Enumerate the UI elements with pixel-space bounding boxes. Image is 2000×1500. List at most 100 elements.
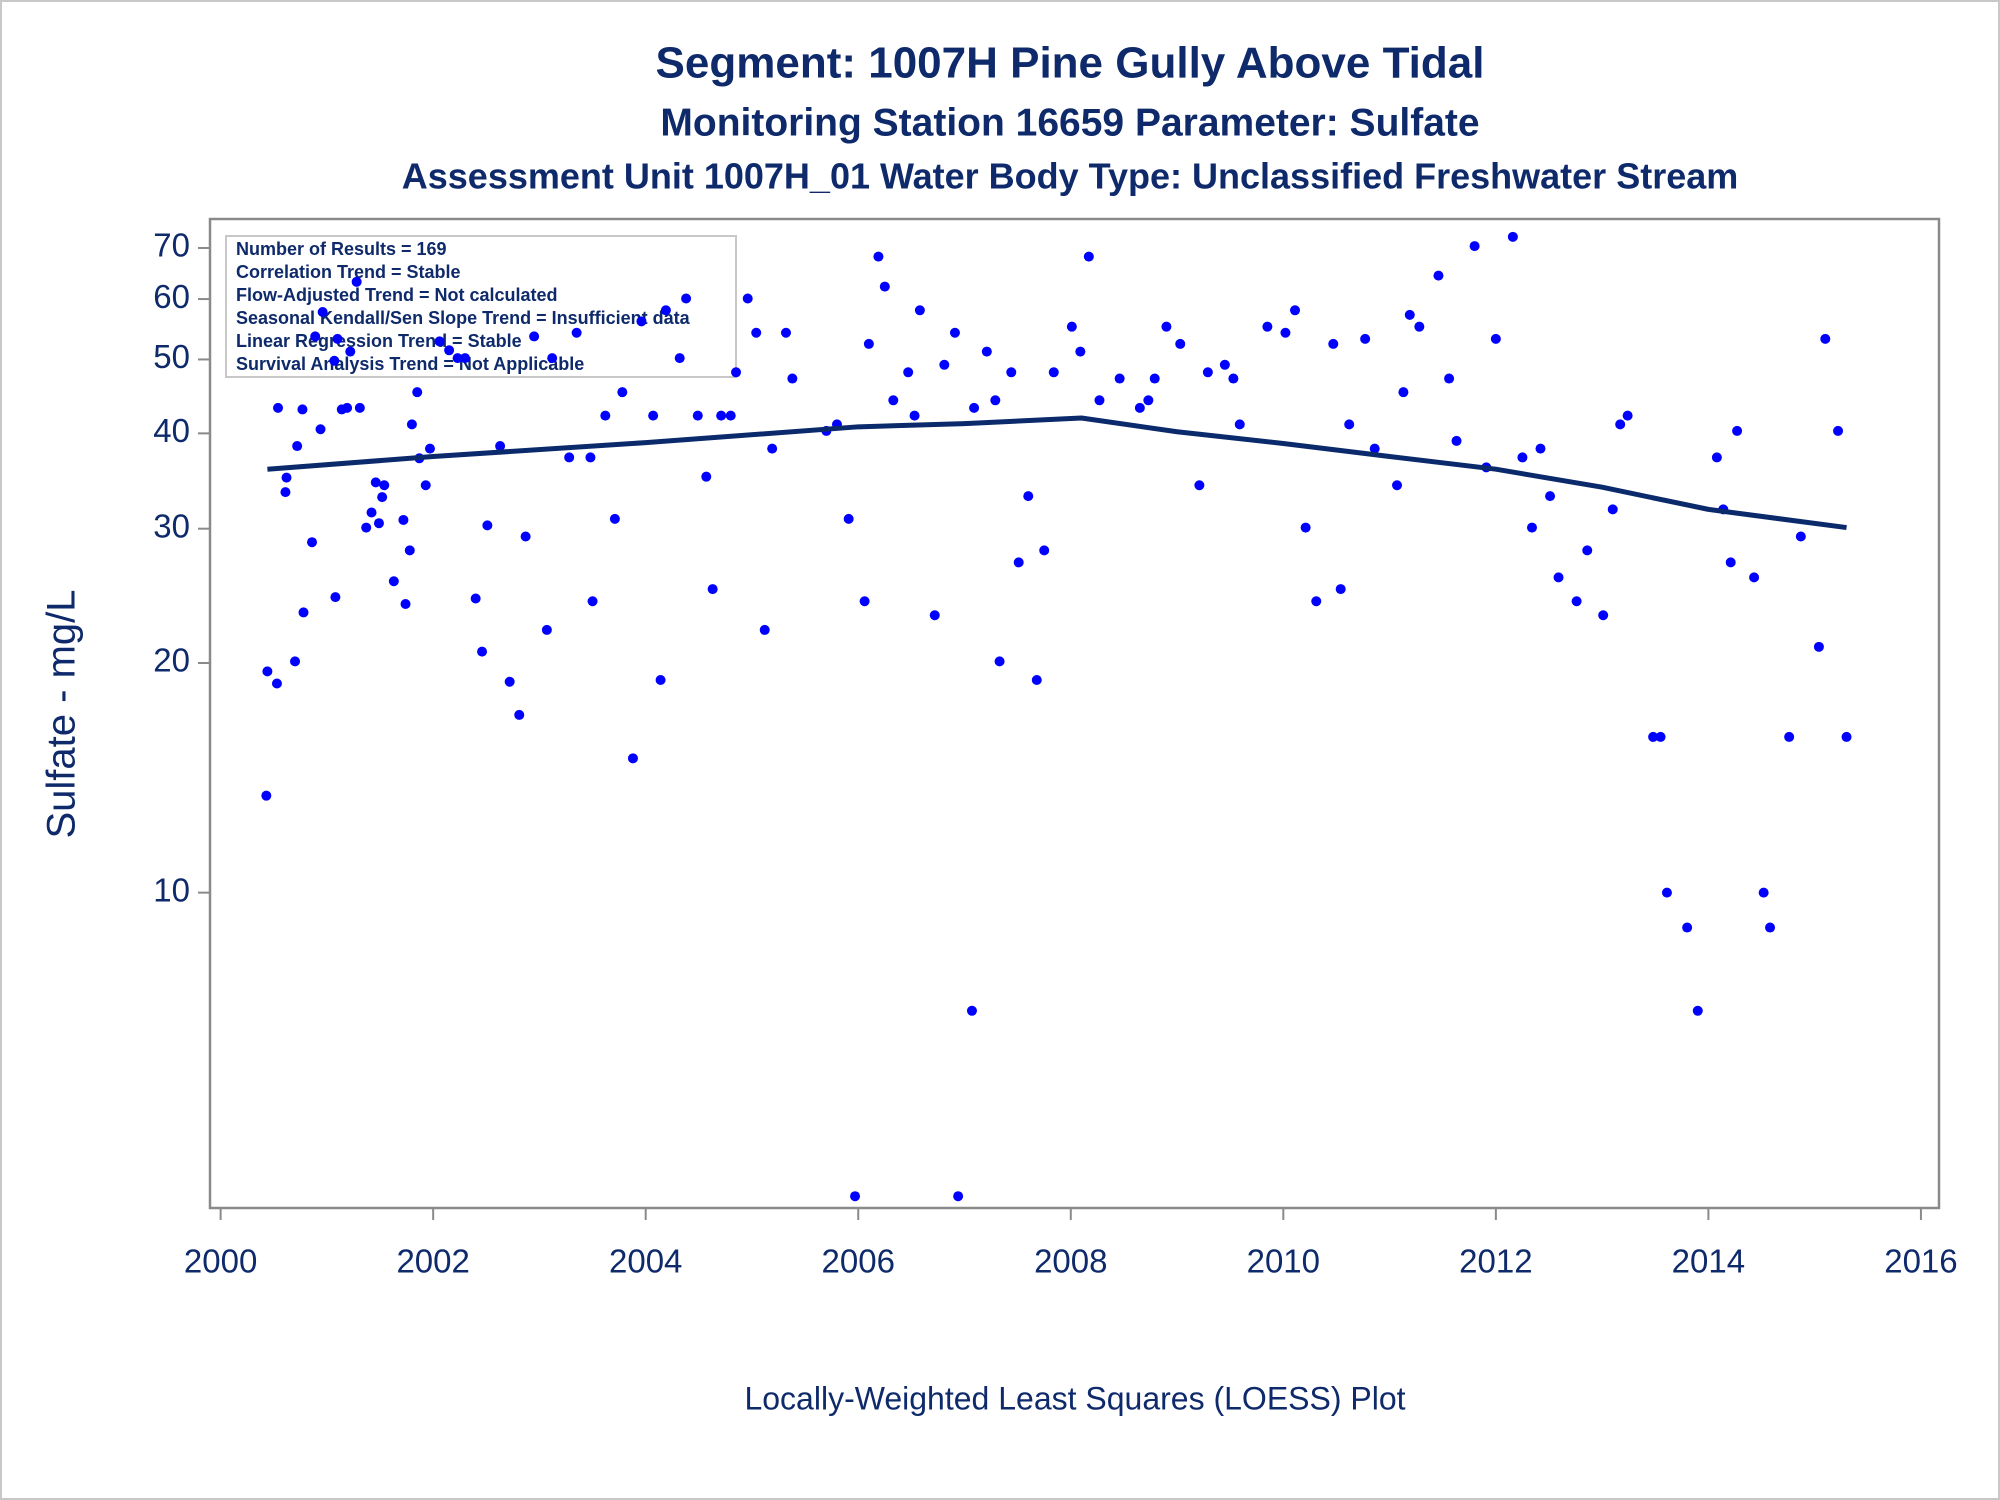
data-point <box>298 607 309 618</box>
data-point <box>271 678 282 689</box>
data-point <box>1398 387 1409 398</box>
data-point <box>452 353 463 364</box>
data-point <box>1344 419 1355 430</box>
data-point <box>1039 545 1050 556</box>
data-point <box>1360 333 1371 344</box>
data-point <box>1661 887 1672 898</box>
y-tick-label: 70 <box>153 227 190 264</box>
data-point <box>370 477 381 488</box>
data-point <box>1066 321 1077 332</box>
data-point <box>1335 584 1346 595</box>
data-point <box>660 305 671 316</box>
data-point <box>981 346 992 357</box>
data-point <box>1507 231 1518 242</box>
info-text: Seasonal Kendall/Sen Slope Trend = Insuf… <box>236 308 691 328</box>
data-point <box>495 441 506 452</box>
chart-title: Segment: 1007H Pine Gully Above Tidal <box>656 39 1485 88</box>
plot-frame <box>208 217 1941 1210</box>
data-point <box>1013 557 1024 568</box>
data-point <box>1758 887 1769 898</box>
data-point <box>1469 241 1480 252</box>
data-point <box>1711 452 1722 463</box>
data-point <box>787 373 798 384</box>
data-point <box>404 545 415 556</box>
data-point <box>1094 395 1105 406</box>
x-axis-label: Locally-Weighted Least Squares (LOESS) P… <box>744 1380 1405 1416</box>
info-text: Correlation Trend = Stable <box>236 262 461 282</box>
data-point <box>398 514 409 525</box>
data-point <box>379 480 390 491</box>
data-point <box>1444 373 1455 384</box>
data-point <box>273 402 284 413</box>
info-text: Flow-Adjusted Trend = Not calculated <box>236 285 558 305</box>
data-point <box>541 624 552 635</box>
data-point <box>345 346 356 357</box>
data-point <box>1075 346 1086 357</box>
data-point <box>1404 309 1415 320</box>
y-axis-label: Sulfate - mg/L <box>40 589 84 838</box>
data-point <box>1841 731 1852 742</box>
data-point <box>888 395 899 406</box>
y-tick-label: 30 <box>153 507 190 544</box>
data-point <box>949 327 960 338</box>
info-box <box>225 235 737 378</box>
data-point <box>914 305 925 316</box>
data-point <box>692 410 703 421</box>
data-point <box>412 387 423 398</box>
data-point <box>1290 305 1301 316</box>
data-point <box>655 675 666 686</box>
data-point <box>504 676 515 687</box>
data-point <box>1006 367 1017 378</box>
data-point <box>373 518 384 529</box>
data-point <box>571 327 582 338</box>
data-point <box>1219 359 1230 370</box>
data-point <box>547 353 558 364</box>
info-text: Number of Results = 169 <box>236 239 447 259</box>
data-point <box>444 345 455 356</box>
data-point <box>388 576 399 587</box>
data-point <box>617 387 628 398</box>
data-point <box>564 452 575 463</box>
data-point <box>1175 338 1186 349</box>
data-point <box>1083 251 1094 262</box>
data-point <box>600 410 611 421</box>
y-tick-label: 60 <box>153 278 190 315</box>
data-point <box>859 596 870 607</box>
data-point <box>1553 572 1564 583</box>
data-point <box>1725 557 1736 568</box>
data-point <box>1795 531 1806 542</box>
data-point <box>767 443 778 454</box>
data-point <box>1202 367 1213 378</box>
data-point <box>1228 373 1239 384</box>
data-point <box>332 333 343 344</box>
data-point <box>587 596 598 607</box>
data-point <box>742 293 753 304</box>
data-point <box>1622 410 1633 421</box>
data-point <box>406 419 417 430</box>
data-point <box>939 359 950 370</box>
data-point <box>1300 522 1311 533</box>
data-point <box>1655 731 1666 742</box>
data-point <box>280 487 291 498</box>
data-point <box>400 598 411 609</box>
info-text: Survival Analysis Trend = Not Applicable <box>236 354 584 374</box>
data-point <box>1813 641 1824 652</box>
data-point <box>585 452 596 463</box>
data-point <box>1194 480 1205 491</box>
data-point <box>1114 373 1125 384</box>
data-point <box>873 251 884 262</box>
data-point <box>262 666 273 677</box>
data-point <box>1490 333 1501 344</box>
data-point <box>1451 435 1462 446</box>
data-point <box>366 507 377 518</box>
x-tick-label: 2016 <box>1884 1243 1957 1280</box>
data-point <box>1143 395 1154 406</box>
data-point <box>1048 367 1059 378</box>
data-point <box>1682 922 1693 933</box>
data-point <box>850 1191 861 1202</box>
x-tick-label: 2006 <box>822 1243 895 1280</box>
data-point <box>1615 419 1626 430</box>
data-point <box>342 402 353 413</box>
chart-subtitle: Monitoring Station 16659 Parameter: Sulf… <box>660 101 1479 144</box>
